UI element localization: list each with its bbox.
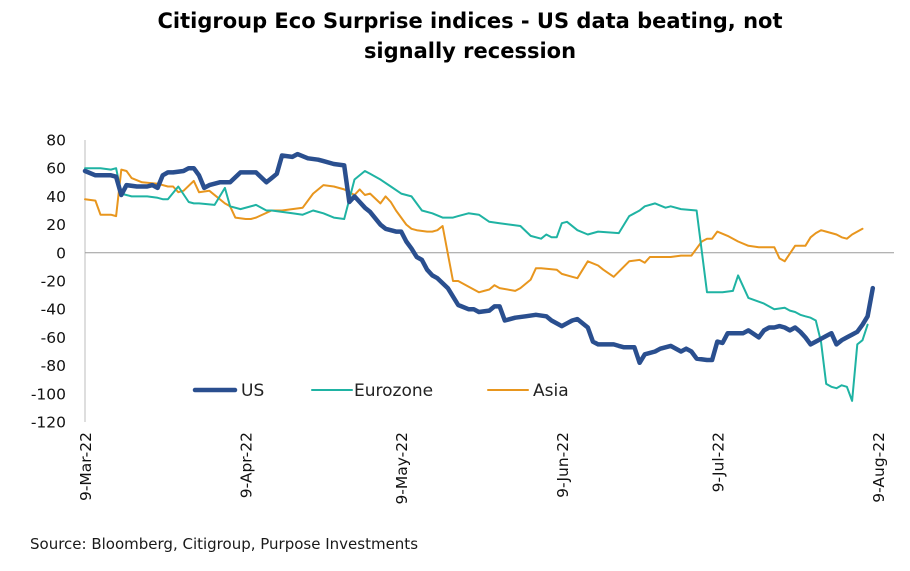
y-tick-label: -80 [41, 357, 66, 375]
axes [84, 140, 894, 422]
y-tick-label: 80 [46, 132, 66, 150]
x-tick-label: 9-Jun-22 [554, 432, 572, 498]
series-line-us [82, 151, 876, 366]
y-tick-label: 0 [56, 244, 66, 262]
legend-label-us: US [241, 381, 264, 401]
y-tick-label: 20 [46, 216, 66, 234]
series-line-asia [84, 168, 864, 294]
legend-label-eurozone: Eurozone [354, 381, 433, 401]
x-axis-tick-labels: 9-Mar-22 9-Apr-22 9-May-22 9-Jun-22 9-Jul-22… [77, 432, 888, 505]
chart-title: Citigroup Eco Surprise indices - US data… [0, 6, 910, 66]
y-tick-label: -120 [31, 414, 66, 432]
y-tick-label: -40 [41, 301, 66, 319]
legend-label-asia: Asia [533, 381, 569, 401]
source-note: Source: Bloomberg, Citigroup, Purpose In… [30, 535, 419, 553]
x-tick-label: 9-Apr-22 [238, 432, 256, 498]
y-axis-tick-labels: 80 60 40 20 0 -20 -40 -60 -80 -100 -120 [31, 132, 66, 432]
y-tick-label: -100 [31, 385, 66, 403]
x-tick-label: 9-Aug-22 [870, 432, 888, 503]
y-tick-label: -20 [41, 273, 66, 291]
series-line-eurozone [84, 167, 869, 402]
y-tick-label: 40 [46, 188, 66, 206]
chart-title-line-1: Citigroup Eco Surprise indices - US data… [157, 9, 783, 33]
chart-title-line-2: signally recession [363, 39, 577, 63]
x-tick-label: 9-Mar-22 [77, 432, 95, 501]
legend: US Eurozone Asia [192, 381, 569, 401]
x-tick-label: 9-May-22 [393, 432, 411, 505]
y-tick-label: -60 [41, 329, 66, 347]
x-tick-label: 9-Jul-22 [709, 432, 727, 492]
y-tick-label: 60 [46, 160, 66, 178]
series-layer [82, 151, 876, 402]
